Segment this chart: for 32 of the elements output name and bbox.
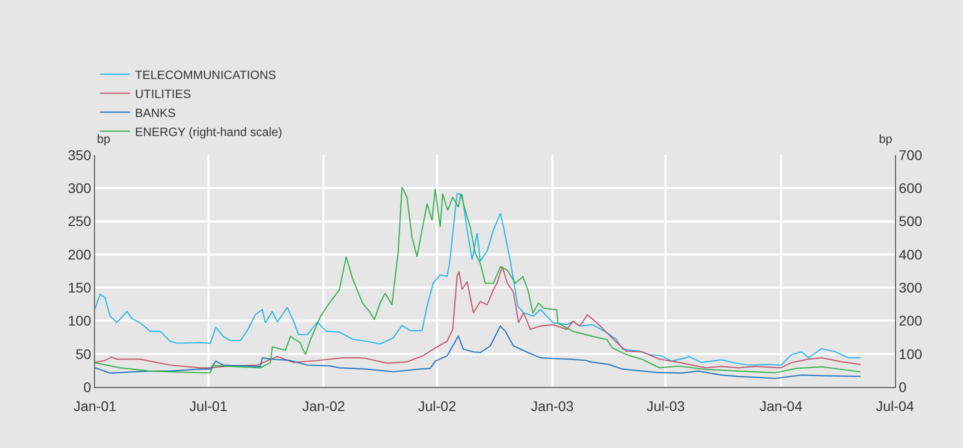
y2-tick-label: 300 [898,279,922,296]
legend-label: TELECOMMUNICATIONS [135,68,276,82]
y2-tick-label: 600 [898,180,922,196]
y2-tick-label: 400 [898,246,922,262]
y-axis-title: bp [97,132,111,146]
y2-tick-label: 200 [898,312,922,329]
y-tick-label: 350 [68,146,92,163]
y2-tick-label: 700 [898,146,922,163]
line-series [95,266,862,368]
legend-label: ENERGY (right-hand scale) [135,124,282,139]
y2-axis-title: bp [879,132,893,146]
x-tick-label: Jul-01 [189,398,228,414]
x-tick-label: Jul-02 [418,398,456,414]
x-tick-label: Jan-01 [74,398,117,414]
x-tick-label: Jul-04 [876,398,914,414]
y-tick-label: 50 [76,346,92,362]
y-tick-label: 0 [83,378,92,395]
line-series [95,325,862,379]
x-tick-label: Jul-03 [646,398,685,414]
y2-tick-label: 100 [898,346,922,362]
y-tick-label: 200 [68,246,92,262]
x-tick-label: Jan-03 [530,398,574,414]
y-tick-label: 150 [68,279,92,296]
legend-label: UTILITIES [135,86,192,101]
y-tick-label: 250 [68,213,92,230]
y2-tick-label: 500 [898,213,922,230]
y2-tick-label: 0 [898,378,907,395]
legend-label: BANKS [135,106,176,120]
x-tick-label: Jan-02 [302,398,346,414]
x-tick-label: Jan-04 [760,398,803,414]
y-tick-label: 100 [68,312,92,329]
y-tick-label: 300 [68,180,92,196]
